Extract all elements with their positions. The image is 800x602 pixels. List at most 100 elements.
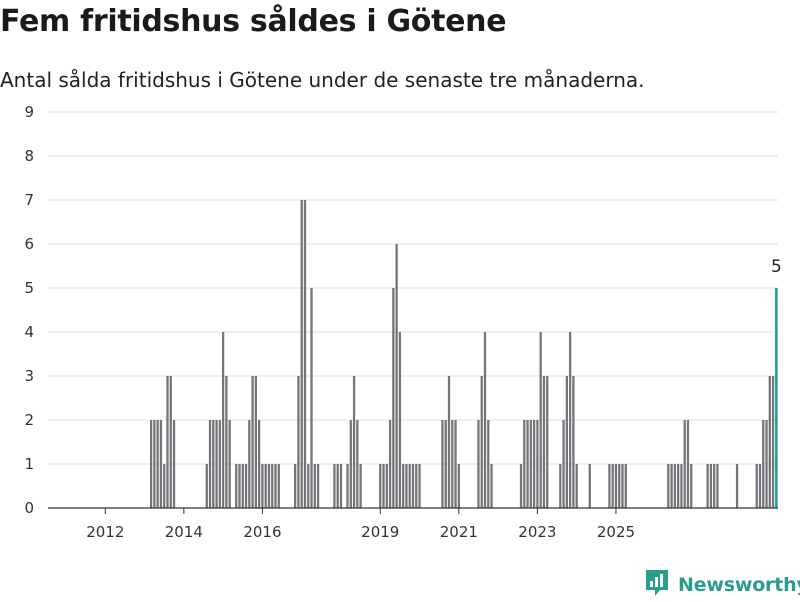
bar xyxy=(483,332,487,508)
bar xyxy=(352,376,356,508)
x-tick-label: 2019 xyxy=(361,523,399,541)
bar xyxy=(542,376,546,508)
chart-title: Fem fritidshus såldes i Götene xyxy=(0,4,507,39)
bar xyxy=(297,376,300,508)
bar xyxy=(667,464,670,508)
bar xyxy=(264,464,267,508)
bar xyxy=(225,376,228,508)
bar xyxy=(172,420,176,508)
chart-subtitle: Antal sålda fritidshus i Götene under de… xyxy=(0,68,645,92)
y-tick-label: 2 xyxy=(24,411,34,429)
labels: 5 xyxy=(771,257,782,277)
bar xyxy=(392,288,395,508)
bar xyxy=(346,464,349,508)
bar xyxy=(572,376,575,508)
bar xyxy=(244,464,248,508)
bar xyxy=(624,464,627,508)
bar xyxy=(333,464,336,508)
y-tick-label: 9 xyxy=(24,103,34,121)
bar xyxy=(303,200,307,508)
bar xyxy=(408,464,411,508)
bar xyxy=(248,420,251,508)
bar xyxy=(163,464,166,508)
bar xyxy=(258,420,261,508)
bar xyxy=(339,464,343,508)
newsworthy-logo-icon xyxy=(644,568,670,602)
bar xyxy=(379,464,382,508)
bar xyxy=(149,420,153,508)
y-tick-label: 4 xyxy=(24,323,34,341)
bar xyxy=(336,464,339,508)
bar xyxy=(771,376,775,508)
bar xyxy=(559,464,562,508)
bar xyxy=(208,420,212,508)
bar xyxy=(307,464,310,508)
bar xyxy=(686,420,690,508)
bar xyxy=(388,420,392,508)
x-tick-label: 2021 xyxy=(440,523,478,541)
y-tick-label: 7 xyxy=(24,191,34,209)
bar xyxy=(444,420,447,508)
bar xyxy=(526,420,529,508)
bar xyxy=(536,420,539,508)
bar xyxy=(758,464,762,508)
bar xyxy=(454,420,457,508)
bar xyxy=(673,464,677,508)
bar xyxy=(382,464,385,508)
bar xyxy=(539,332,542,508)
bar xyxy=(490,464,493,508)
bar xyxy=(614,464,618,508)
bar xyxy=(713,464,716,508)
bar xyxy=(677,464,680,508)
bar xyxy=(618,464,621,508)
bar xyxy=(277,464,280,508)
bar xyxy=(254,376,257,508)
bar xyxy=(529,420,532,508)
bar xyxy=(398,332,402,508)
bar xyxy=(251,376,254,508)
bar xyxy=(310,288,313,508)
bar xyxy=(395,244,398,508)
bar xyxy=(680,464,683,508)
bar xyxy=(706,464,709,508)
x-tick-label: 2012 xyxy=(86,523,124,541)
data-label: 5 xyxy=(771,257,782,277)
bar xyxy=(235,464,238,508)
bar xyxy=(562,420,565,508)
bar xyxy=(670,464,673,508)
axes: 0 1 2 3 4 5 6 7 8 9 2012 2014 2016 2019 2021 2023 2025 xyxy=(24,103,778,541)
bar xyxy=(159,420,163,508)
bar xyxy=(241,464,244,508)
bar xyxy=(532,420,536,508)
bar xyxy=(683,420,686,508)
x-tick-label: 2025 xyxy=(597,523,635,541)
bar xyxy=(621,464,624,508)
bar xyxy=(261,464,264,508)
bar xyxy=(300,200,303,508)
grid-lines xyxy=(48,111,778,465)
bar xyxy=(212,420,215,508)
bar xyxy=(222,332,225,508)
bar xyxy=(153,420,156,508)
bar xyxy=(405,464,408,508)
bar xyxy=(156,420,159,508)
x-tick-label: 2016 xyxy=(243,523,281,541)
bar xyxy=(457,464,460,508)
bar xyxy=(755,464,758,508)
bar xyxy=(568,332,572,508)
bar xyxy=(218,420,221,508)
x-tick-label: 2023 xyxy=(518,523,556,541)
bar xyxy=(447,376,451,508)
bar xyxy=(608,464,611,508)
newsworthy-logo: Newsworthy xyxy=(644,568,800,602)
bar xyxy=(415,464,418,508)
bar xyxy=(205,464,208,508)
y-tick-label: 8 xyxy=(24,147,34,165)
bar xyxy=(588,464,591,508)
bar xyxy=(451,420,454,508)
bar xyxy=(487,420,490,508)
bar xyxy=(215,420,218,508)
bar xyxy=(359,464,362,508)
bar xyxy=(768,376,771,508)
